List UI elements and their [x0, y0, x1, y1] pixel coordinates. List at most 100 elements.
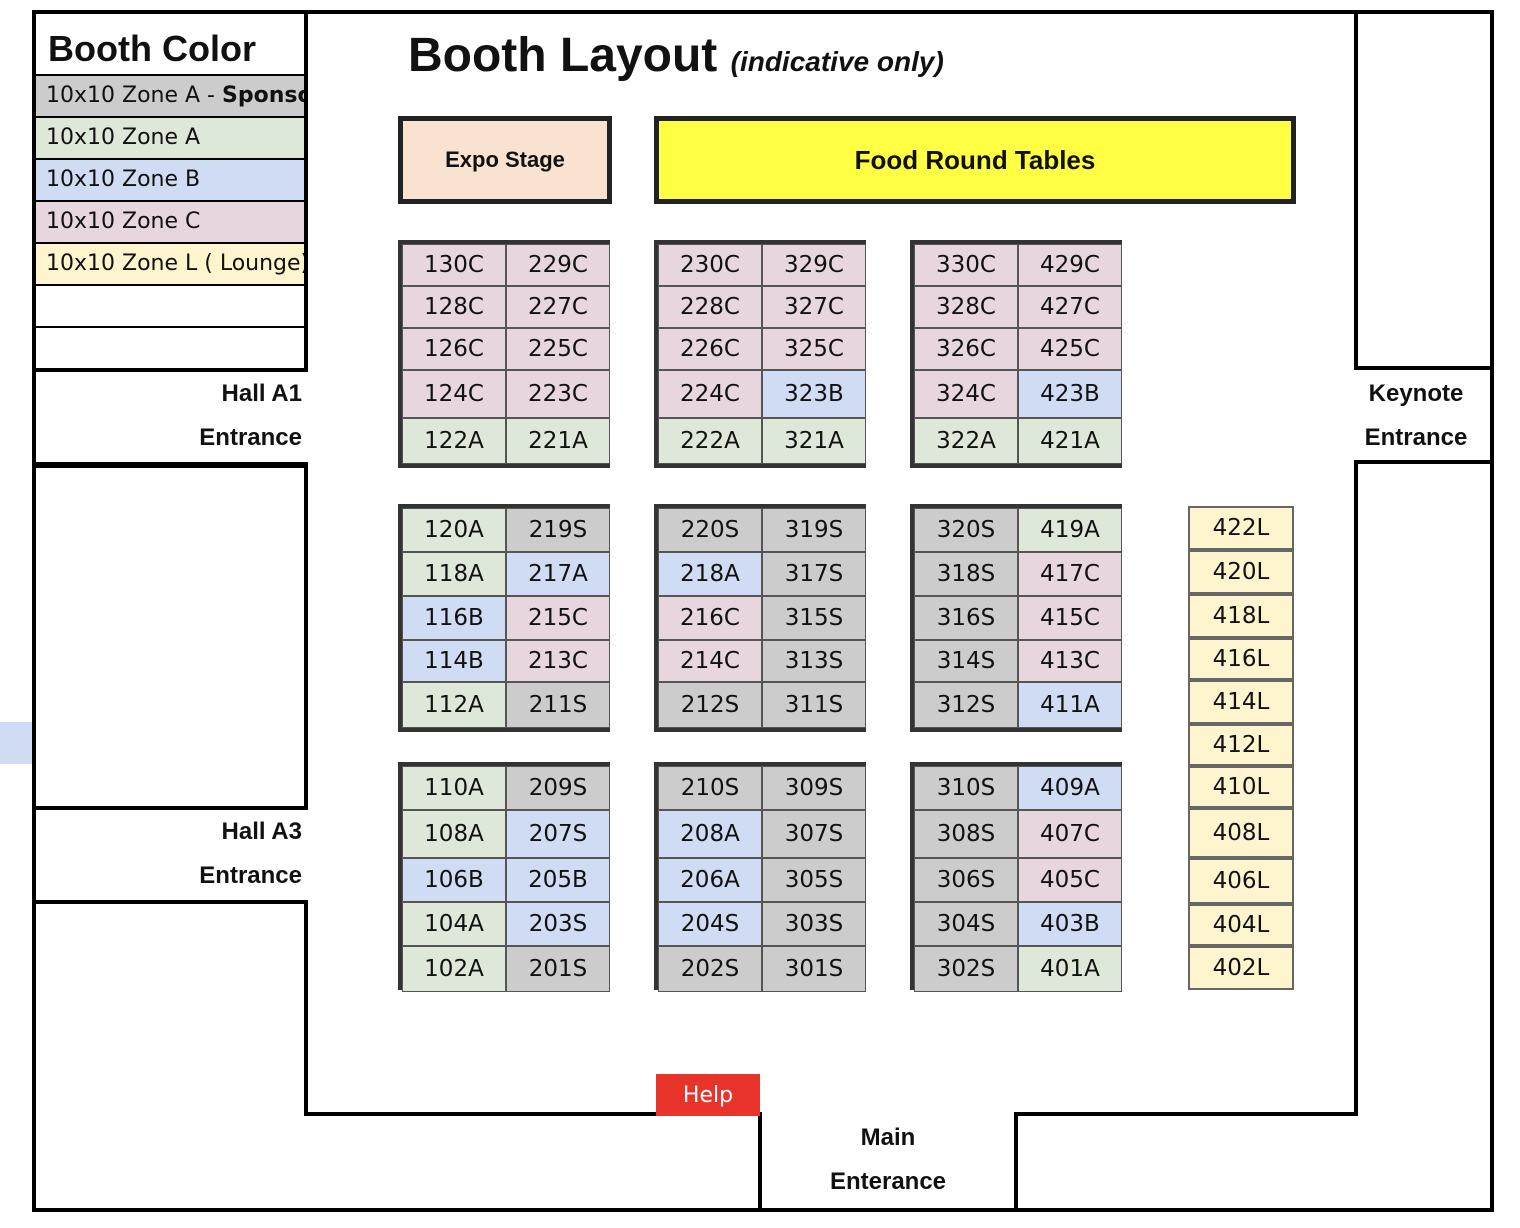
booth-122A[interactable]: 122A	[402, 418, 506, 464]
booth-212S[interactable]: 212S	[658, 682, 762, 728]
booth-427C[interactable]: 427C	[1018, 286, 1122, 328]
booth-308S[interactable]: 308S	[914, 810, 1018, 858]
booth-227C[interactable]: 227C	[506, 286, 610, 328]
booth-406L[interactable]: 406L	[1188, 858, 1294, 904]
booth-303S[interactable]: 303S	[762, 902, 866, 946]
help-button[interactable]: Help	[656, 1074, 760, 1116]
booth-318S[interactable]: 318S	[914, 552, 1018, 596]
booth-305S[interactable]: 305S	[762, 858, 866, 902]
booth-203S[interactable]: 203S	[506, 902, 610, 946]
booth-423B[interactable]: 423B	[1018, 370, 1122, 418]
booth-108A[interactable]: 108A	[402, 810, 506, 858]
booth-328C[interactable]: 328C	[914, 286, 1018, 328]
booth-110A[interactable]: 110A	[402, 766, 506, 810]
booth-215C[interactable]: 215C	[506, 596, 610, 640]
booth-112A[interactable]: 112A	[402, 682, 506, 728]
booth-408L[interactable]: 408L	[1188, 808, 1294, 858]
booth-114B[interactable]: 114B	[402, 640, 506, 682]
booth-229C[interactable]: 229C	[506, 244, 610, 286]
booth-221A[interactable]: 221A	[506, 418, 610, 464]
booth-321A[interactable]: 321A	[762, 418, 866, 464]
booth-211S[interactable]: 211S	[506, 682, 610, 728]
booth-208A[interactable]: 208A	[658, 810, 762, 858]
booth-312S[interactable]: 312S	[914, 682, 1018, 728]
booth-412L[interactable]: 412L	[1188, 724, 1294, 766]
booth-217A[interactable]: 217A	[506, 552, 610, 596]
booth-223C[interactable]: 223C	[506, 370, 610, 418]
booth-317S[interactable]: 317S	[762, 552, 866, 596]
booth-322A[interactable]: 322A	[914, 418, 1018, 464]
booth-407C[interactable]: 407C	[1018, 810, 1122, 858]
booth-323B[interactable]: 323B	[762, 370, 866, 418]
booth-102A[interactable]: 102A	[402, 946, 506, 992]
booth-425C[interactable]: 425C	[1018, 328, 1122, 370]
booth-210S[interactable]: 210S	[658, 766, 762, 810]
booth-220S[interactable]: 220S	[658, 508, 762, 552]
booth-222A[interactable]: 222A	[658, 418, 762, 464]
booth-204S[interactable]: 204S	[658, 902, 762, 946]
booth-311S[interactable]: 311S	[762, 682, 866, 728]
booth-214C[interactable]: 214C	[658, 640, 762, 682]
booth-429C[interactable]: 429C	[1018, 244, 1122, 286]
booth-316S[interactable]: 316S	[914, 596, 1018, 640]
booth-325C[interactable]: 325C	[762, 328, 866, 370]
booth-207S[interactable]: 207S	[506, 810, 610, 858]
booth-228C[interactable]: 228C	[658, 286, 762, 328]
booth-213C[interactable]: 213C	[506, 640, 610, 682]
booth-314S[interactable]: 314S	[914, 640, 1018, 682]
booth-401A[interactable]: 401A	[1018, 946, 1122, 992]
booth-329C[interactable]: 329C	[762, 244, 866, 286]
booth-319S[interactable]: 319S	[762, 508, 866, 552]
booth-202S[interactable]: 202S	[658, 946, 762, 992]
booth-304S[interactable]: 304S	[914, 902, 1018, 946]
booth-219S[interactable]: 219S	[506, 508, 610, 552]
booth-205B[interactable]: 205B	[506, 858, 610, 902]
booth-124C[interactable]: 124C	[402, 370, 506, 418]
booth-116B[interactable]: 116B	[402, 596, 506, 640]
booth-310S[interactable]: 310S	[914, 766, 1018, 810]
booth-421A[interactable]: 421A	[1018, 418, 1122, 464]
booth-307S[interactable]: 307S	[762, 810, 866, 858]
booth-313S[interactable]: 313S	[762, 640, 866, 682]
booth-320S[interactable]: 320S	[914, 508, 1018, 552]
booth-409A[interactable]: 409A	[1018, 766, 1122, 810]
booth-301S[interactable]: 301S	[762, 946, 866, 992]
booth-309S[interactable]: 309S	[762, 766, 866, 810]
booth-402L[interactable]: 402L	[1188, 946, 1294, 990]
booth-415C[interactable]: 415C	[1018, 596, 1122, 640]
booth-224C[interactable]: 224C	[658, 370, 762, 418]
booth-104A[interactable]: 104A	[402, 902, 506, 946]
booth-326C[interactable]: 326C	[914, 328, 1018, 370]
booth-225C[interactable]: 225C	[506, 328, 610, 370]
booth-410L[interactable]: 410L	[1188, 766, 1294, 808]
booth-420L[interactable]: 420L	[1188, 550, 1294, 594]
booth-418L[interactable]: 418L	[1188, 594, 1294, 638]
booth-422L[interactable]: 422L	[1188, 506, 1294, 550]
booth-403B[interactable]: 403B	[1018, 902, 1122, 946]
booth-327C[interactable]: 327C	[762, 286, 866, 328]
booth-118A[interactable]: 118A	[402, 552, 506, 596]
booth-130C[interactable]: 130C	[402, 244, 506, 286]
booth-404L[interactable]: 404L	[1188, 904, 1294, 946]
booth-218A[interactable]: 218A	[658, 552, 762, 596]
booth-128C[interactable]: 128C	[402, 286, 506, 328]
booth-414L[interactable]: 414L	[1188, 680, 1294, 724]
booth-416L[interactable]: 416L	[1188, 638, 1294, 680]
booth-216C[interactable]: 216C	[658, 596, 762, 640]
booth-413C[interactable]: 413C	[1018, 640, 1122, 682]
booth-330C[interactable]: 330C	[914, 244, 1018, 286]
booth-306S[interactable]: 306S	[914, 858, 1018, 902]
booth-411A[interactable]: 411A	[1018, 682, 1122, 728]
booth-126C[interactable]: 126C	[402, 328, 506, 370]
booth-201S[interactable]: 201S	[506, 946, 610, 992]
booth-206A[interactable]: 206A	[658, 858, 762, 902]
booth-106B[interactable]: 106B	[402, 858, 506, 902]
booth-417C[interactable]: 417C	[1018, 552, 1122, 596]
booth-302S[interactable]: 302S	[914, 946, 1018, 992]
booth-120A[interactable]: 120A	[402, 508, 506, 552]
booth-230C[interactable]: 230C	[658, 244, 762, 286]
booth-315S[interactable]: 315S	[762, 596, 866, 640]
booth-324C[interactable]: 324C	[914, 370, 1018, 418]
booth-209S[interactable]: 209S	[506, 766, 610, 810]
booth-419A[interactable]: 419A	[1018, 508, 1122, 552]
